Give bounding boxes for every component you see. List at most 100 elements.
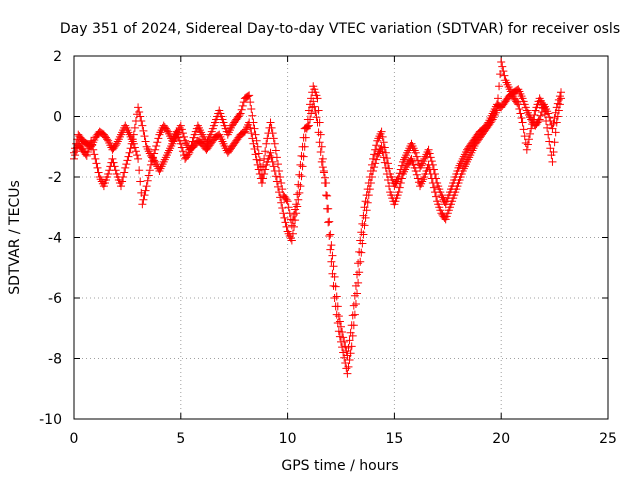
data-point	[552, 103, 561, 112]
data-point	[524, 135, 533, 144]
data-point	[341, 359, 350, 368]
data-point	[356, 257, 365, 266]
data-point	[362, 191, 371, 200]
data-point	[86, 141, 95, 150]
data-point	[275, 166, 284, 175]
data-point	[257, 169, 266, 178]
data-point	[330, 272, 339, 281]
axis-ticks: 0 5 10 15 20 25 -10 -8 -6 -4 -2 0 2	[39, 49, 617, 447]
data-point	[516, 109, 525, 118]
data-point	[277, 179, 286, 188]
data-point	[550, 138, 559, 147]
data-point	[266, 118, 275, 127]
data-point	[154, 134, 163, 143]
data-point	[141, 137, 150, 146]
data-point	[359, 211, 368, 220]
data-point	[246, 123, 255, 132]
data-point	[262, 139, 271, 148]
data-point	[176, 139, 185, 148]
data-point	[123, 156, 132, 165]
data-point	[440, 213, 449, 222]
data-point	[353, 270, 362, 279]
data-point	[273, 160, 282, 169]
data-point	[146, 160, 155, 169]
data-point	[270, 139, 279, 148]
data-point	[273, 182, 282, 191]
data-point	[293, 190, 302, 199]
data-point	[152, 141, 161, 150]
data-point	[346, 328, 355, 337]
data-point	[555, 92, 564, 101]
data-point	[111, 141, 120, 150]
data-point	[426, 153, 435, 162]
data-point	[394, 173, 403, 181]
data-point	[287, 221, 296, 230]
data-point	[151, 145, 160, 154]
data-point	[544, 109, 553, 118]
data-point	[360, 203, 369, 212]
data-point	[499, 67, 508, 76]
data-point	[326, 245, 335, 254]
data-point	[136, 177, 145, 186]
data-point	[366, 166, 375, 175]
data-point	[548, 157, 557, 166]
data-point	[411, 148, 420, 157]
data-point	[71, 144, 80, 153]
data-point	[84, 141, 93, 150]
data-point	[383, 159, 392, 168]
data-point	[311, 107, 320, 116]
data-point	[394, 188, 403, 197]
data-point	[272, 153, 281, 162]
data-point	[518, 118, 527, 127]
data-point	[278, 185, 287, 194]
data-point	[122, 160, 131, 169]
data-point	[281, 218, 290, 227]
data-point	[103, 135, 112, 144]
data-point	[237, 105, 246, 114]
data-point	[334, 327, 343, 336]
data-point	[124, 152, 133, 161]
data-point	[286, 215, 295, 224]
data-point	[338, 343, 347, 352]
data-point	[334, 312, 343, 321]
x-tick-label: 0	[70, 431, 79, 447]
data-point	[310, 102, 319, 111]
y-tick-label: -4	[48, 231, 62, 247]
data-point	[261, 147, 270, 156]
data-point	[269, 134, 278, 143]
data-point	[545, 137, 554, 146]
data-point	[432, 192, 441, 201]
data-point	[551, 128, 560, 137]
data-point	[253, 142, 262, 151]
data-point	[544, 130, 553, 139]
data-point	[150, 149, 159, 158]
data-point	[178, 129, 187, 138]
data-point	[551, 108, 560, 117]
data-point	[290, 210, 299, 219]
data-point	[427, 157, 436, 166]
x-tick-label: 10	[279, 431, 297, 447]
data-point	[324, 204, 333, 213]
data-point	[245, 91, 254, 100]
data-point	[91, 154, 100, 163]
data-point	[136, 112, 145, 121]
data-point	[138, 121, 147, 130]
data-point	[325, 231, 334, 240]
data-point	[547, 120, 556, 129]
data-point	[382, 154, 391, 163]
data-point	[379, 153, 388, 162]
data-point	[365, 173, 374, 181]
data-point	[138, 200, 147, 209]
data-point	[290, 222, 299, 231]
data-point	[236, 109, 245, 118]
x-tick-label: 20	[492, 431, 510, 447]
data-point	[119, 173, 128, 181]
data-point	[299, 152, 308, 161]
data-point	[379, 138, 388, 147]
data-point	[184, 150, 193, 159]
data-point	[177, 125, 186, 134]
data-point	[545, 113, 554, 122]
data-point	[296, 160, 305, 169]
data-point	[323, 191, 332, 200]
